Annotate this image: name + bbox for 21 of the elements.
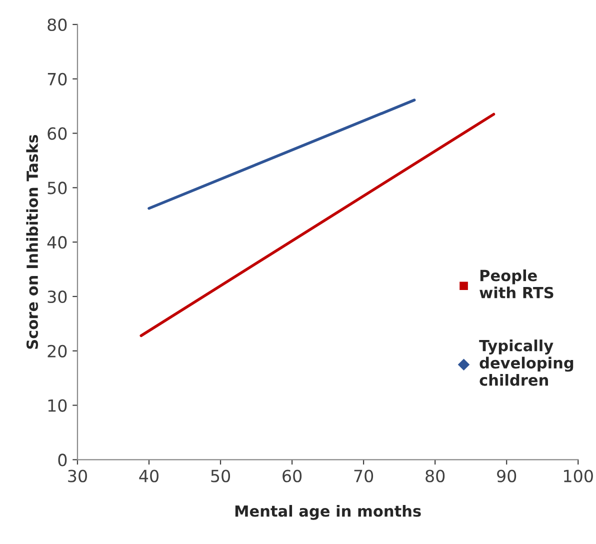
x-tick-label: 30 (68, 470, 87, 482)
y-tick-label: 0 (58, 454, 67, 466)
y-tick-label: 40 (47, 236, 67, 249)
x-tick-label: 50 (211, 470, 230, 482)
x-tick-label: 100 (564, 470, 593, 482)
y-tick-label: 60 (48, 127, 67, 140)
x-tick-label: 80 (426, 470, 445, 482)
x-axis-title: Mental age in months (235, 504, 421, 520)
y-axis-title: Score on Inhibition Tasks (26, 134, 38, 349)
y-tick-label: 30 (48, 290, 67, 304)
x-tick-label: 60 (282, 470, 302, 482)
y-tick-label: 70 (48, 72, 67, 86)
y-tick-label: 50 (48, 182, 67, 194)
x-tick-label: 40 (139, 470, 158, 482)
x-tick-label: 90 (497, 470, 516, 482)
legend-label: Typically developing children (479, 340, 574, 386)
y-tick-label: 10 (48, 399, 67, 412)
y-tick-label: 80 (48, 18, 67, 32)
legend-label: People with RTS (480, 269, 554, 298)
x-tick-label: 70 (354, 470, 374, 482)
y-tick-label: 20 (48, 344, 67, 358)
